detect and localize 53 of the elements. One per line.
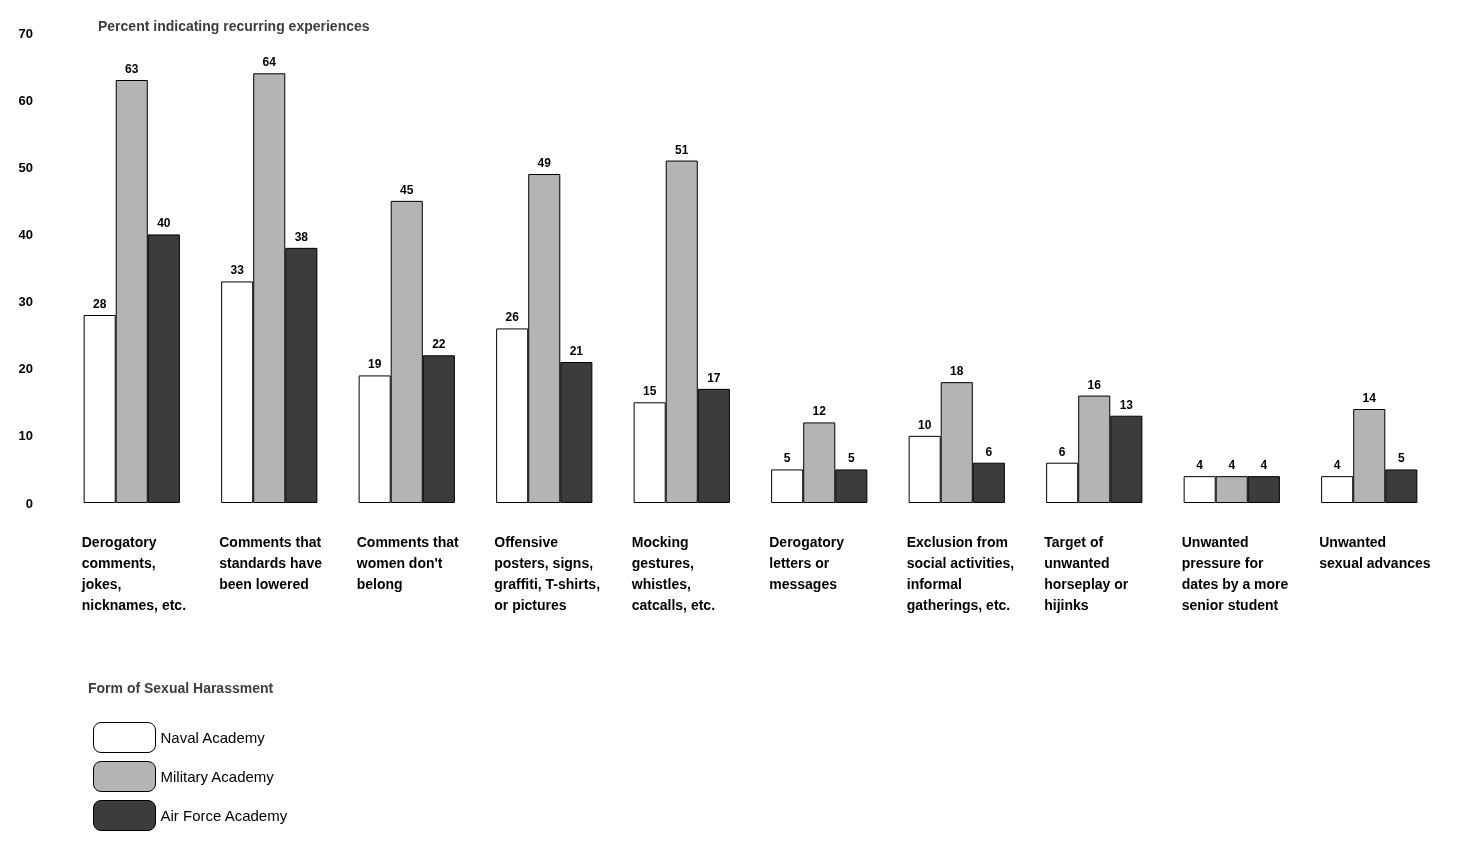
x-tick-label: Derogatory comments, jokes, nicknames, etc.	[80, 533, 187, 613]
data-label: 4	[1228, 458, 1236, 473]
x-tick-label: Unwanted pressure for dates by a more senior student	[1181, 533, 1293, 613]
x-axis-title: Form of Sexual Harassment	[88, 680, 274, 696]
data-label: 38	[294, 229, 309, 244]
data-label: 5	[847, 451, 855, 466]
y-tick-label: 60	[18, 92, 33, 108]
data-label: 40	[157, 216, 171, 231]
data-label: 63	[125, 62, 139, 76]
data-label: 17	[707, 370, 721, 385]
data-label: 6	[1058, 444, 1066, 459]
x-tick-label: Derogatory letters or messages	[769, 533, 848, 592]
data-label: 49	[537, 156, 552, 170]
data-label: 13	[1119, 397, 1134, 412]
y-tick-label: 70	[18, 25, 33, 41]
legend-label: Naval Academy	[160, 729, 266, 746]
data-label: 33	[230, 263, 245, 278]
x-tick-label: Comments that standards have been lowered	[219, 533, 326, 592]
data-label: 5	[783, 451, 791, 466]
data-label: 4	[1196, 458, 1204, 473]
x-tick-label: Unwanted sexual advances	[1319, 533, 1431, 571]
x-tick-label: Mocking gestures, whistles, catcalls, etc.	[630, 533, 716, 613]
data-label: 28	[92, 297, 107, 311]
data-label: 18	[950, 364, 964, 379]
x-tick-label: Target of unwanted horseplay or hijinks	[1044, 533, 1133, 613]
data-label: 10	[917, 417, 932, 432]
data-label: 51	[675, 142, 689, 157]
data-label: 16	[1087, 377, 1102, 392]
data-label: 4	[1260, 458, 1268, 473]
data-label: 45	[400, 182, 414, 197]
x-tick-label: Comments that women don't belong	[355, 533, 463, 592]
data-label: 26	[505, 310, 520, 325]
y-tick-label: 0	[25, 495, 33, 511]
y-tick-label: 30	[18, 294, 33, 310]
legend-label: Air Force Academy	[160, 807, 288, 824]
y-axis-title: Percent indicating recurring experiences	[98, 18, 370, 34]
data-label: 12	[812, 404, 827, 419]
x-tick-label: Exclusion from social activities, informal gatherings, etc.	[906, 533, 1019, 613]
data-label: 14	[1362, 391, 1377, 405]
x-tick-label: Offensive posters, signs, graffiti, T-shirts, or pictures	[494, 533, 604, 613]
legend-label: Military Academy	[160, 768, 275, 785]
data-label: 4	[1333, 458, 1341, 473]
data-label: 6	[985, 444, 993, 459]
y-tick-label: 40	[18, 226, 33, 242]
data-label: 15	[642, 384, 657, 399]
y-tick-label: 20	[18, 361, 33, 377]
y-tick-label: 50	[18, 159, 33, 175]
y-tick-label: 10	[18, 428, 33, 444]
data-label: 22	[432, 337, 446, 352]
data-label: 5	[1397, 451, 1405, 466]
data-label: 19	[367, 357, 382, 372]
data-label: 64	[262, 55, 277, 70]
data-label: 21	[569, 344, 584, 358]
